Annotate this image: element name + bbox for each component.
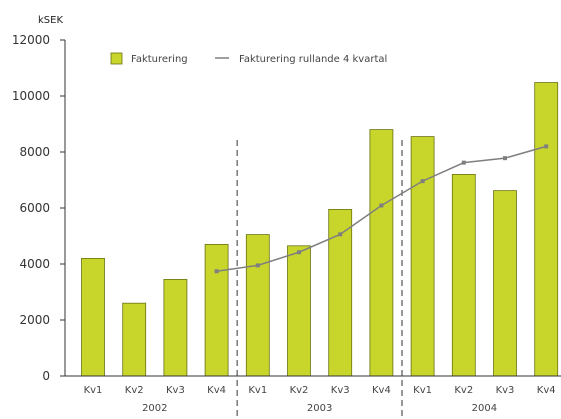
x-tick-label: Kv4 [537,385,556,396]
line-marker [420,179,425,184]
x-tick-label: Kv2 [454,385,473,396]
bar [410,136,435,377]
y-tick-label: 8000 [19,145,50,159]
legend-swatch-bar [110,52,123,65]
y-tick-label: 10000 [12,89,50,103]
x-tick-label: Kv3 [331,385,350,396]
x-tick-label: Kv1 [413,385,432,396]
year-label: 2004 [472,403,497,414]
bar [451,173,476,377]
bar [204,243,229,377]
line-marker [503,156,507,161]
bar [534,82,559,377]
x-tick-label: Kv2 [290,385,309,396]
y-tick-label: 0 [42,369,50,383]
x-tick-label: Kv2 [125,385,144,396]
bar [493,190,517,377]
y-tick-label: 2000 [19,313,50,327]
year-separators [236,140,403,419]
x-tick-label: Kv4 [372,385,391,396]
legend: Fakturering Fakturering rullande 4 kvart… [110,52,387,65]
bar [163,278,188,377]
line-series [214,144,549,274]
line-marker [338,232,343,237]
bar [369,129,394,377]
bar [122,302,147,377]
x-tick-label: Kv4 [207,385,226,396]
line-marker [297,250,301,255]
bar [81,257,105,377]
line-marker [255,263,260,268]
y-tick-label: 4000 [19,257,50,271]
line-marker [214,269,219,274]
line-marker [461,160,466,165]
bar-series [81,82,559,377]
bar [245,234,270,377]
y-unit-label: kSEK [38,15,63,26]
legend-label-line: Fakturering rullande 4 kvartal [239,54,387,65]
x-tick-label: Kv1 [248,385,267,396]
x-tick-label: Kv3 [496,385,515,396]
x-axis: Kv1 Kv2 Kv3 Kv4 Kv1 Kv2 Kv3 Kv4 Kv1 Kv2 Kv3 Kv4 2002… [65,375,561,414]
bar [287,245,311,377]
y-tick-label: 12000 [12,33,50,47]
legend-label-bar: Fakturering [131,54,188,65]
y-axis: 0 2000 4000 6000 8000 10000 12000 [12,33,66,383]
x-tick-label: Kv1 [84,385,103,396]
x-tick-label: Kv3 [166,385,185,396]
year-label: 2002 [142,403,167,414]
year-label: 2003 [307,403,332,414]
line-marker [379,203,384,208]
line-marker [544,144,549,149]
y-tick-label: 6000 [19,201,50,215]
